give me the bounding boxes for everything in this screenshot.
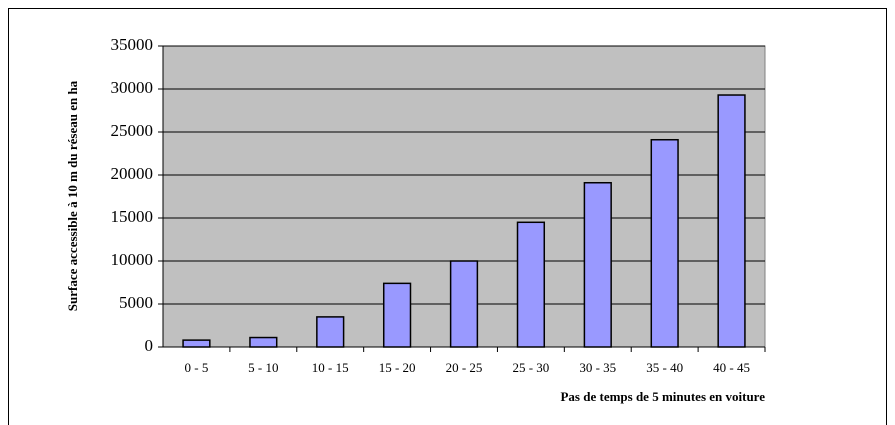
y-tick-label: 35000 [111, 35, 154, 54]
bar [717, 94, 746, 348]
bar [583, 181, 612, 348]
y-tick-label: 30000 [111, 78, 154, 97]
x-tick-label: 30 - 35 [579, 360, 616, 375]
x-tick-label: 5 - 10 [248, 360, 278, 375]
y-tick-label: 25000 [111, 121, 154, 140]
bar [382, 282, 412, 348]
x-tick-label: 20 - 25 [446, 360, 483, 375]
bar [449, 260, 479, 348]
bar [316, 316, 345, 348]
x-tick-label: 0 - 5 [185, 360, 209, 375]
bar [650, 138, 679, 348]
y-tick-label: 15000 [111, 207, 154, 226]
x-tick-label: 25 - 30 [512, 360, 549, 375]
y-tick-label: 20000 [111, 164, 154, 183]
x-tick-label: 35 - 40 [646, 360, 683, 375]
y-tick-label: 0 [145, 336, 154, 355]
x-axis-title: Pas de temps de 5 minutes en voiture [560, 389, 765, 404]
y-tick-label: 5000 [119, 293, 153, 312]
x-tick-label: 10 - 15 [312, 360, 349, 375]
chart-frame [8, 8, 887, 425]
y-tick-label: 10000 [111, 250, 154, 269]
x-tick-label: 15 - 20 [379, 360, 416, 375]
x-tick-label: 40 - 45 [713, 360, 750, 375]
bar [249, 336, 278, 348]
y-axis-title: Surface accessible à 10 m du réseau en h… [65, 80, 80, 311]
bar [182, 339, 211, 348]
bar [516, 221, 546, 348]
